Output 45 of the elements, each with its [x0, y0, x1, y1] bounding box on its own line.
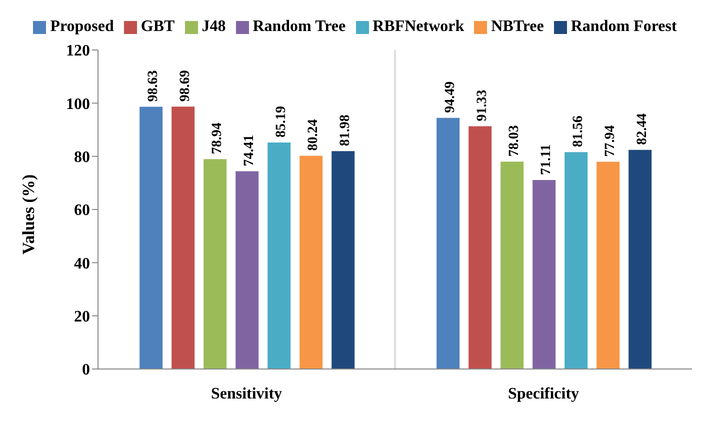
legend-label: RBFNetwork — [372, 18, 464, 35]
data-label: 91.33 — [475, 90, 490, 122]
legend-label: Random Tree — [252, 18, 346, 35]
bar — [628, 150, 652, 369]
data-label: 82.44 — [635, 113, 650, 145]
bar — [236, 171, 259, 369]
legend-label: GBT — [140, 18, 175, 35]
y-tick-label: 100 — [66, 96, 90, 113]
bar — [268, 142, 291, 369]
legend-label: Proposed — [50, 18, 114, 35]
data-label: 74.41 — [242, 134, 258, 166]
data-label: 81.98 — [338, 114, 354, 146]
bar — [564, 152, 588, 369]
bar — [532, 180, 556, 369]
bar — [140, 106, 163, 369]
x-tick-label: Sensitivity — [210, 385, 282, 402]
data-label: 78.03 — [507, 125, 522, 157]
y-tick-label: 80 — [74, 149, 90, 166]
x-tick-label: Specificity — [508, 385, 580, 402]
legend-label: J48 — [202, 18, 226, 35]
data-label: 98.63 — [146, 70, 162, 102]
bar — [204, 159, 227, 369]
bar — [436, 118, 460, 369]
y-axis-title: Values (%) — [19, 174, 38, 254]
bar — [300, 156, 323, 369]
bar — [332, 151, 355, 369]
data-label: 71.11 — [539, 144, 554, 175]
y-tick-label: 20 — [74, 308, 90, 326]
data-label: 94.49 — [443, 81, 458, 113]
y-tick-label: 40 — [74, 255, 90, 272]
data-label: 85.19 — [274, 106, 290, 138]
data-label: 77.94 — [603, 125, 618, 157]
data-label: 81.56 — [571, 116, 586, 148]
y-tick-label: 60 — [74, 202, 90, 220]
bar — [596, 162, 620, 369]
bar — [468, 126, 492, 369]
bar — [500, 162, 524, 369]
legend-label: NBTree — [491, 18, 544, 35]
legend-label: Random Forest — [570, 18, 677, 35]
y-tick-label: 120 — [66, 42, 90, 60]
bar — [172, 106, 195, 369]
data-label: 98.69 — [178, 70, 194, 102]
data-label: 78.94 — [210, 122, 226, 154]
data-label: 80.24 — [306, 119, 322, 151]
y-tick-label: 0 — [82, 362, 90, 379]
